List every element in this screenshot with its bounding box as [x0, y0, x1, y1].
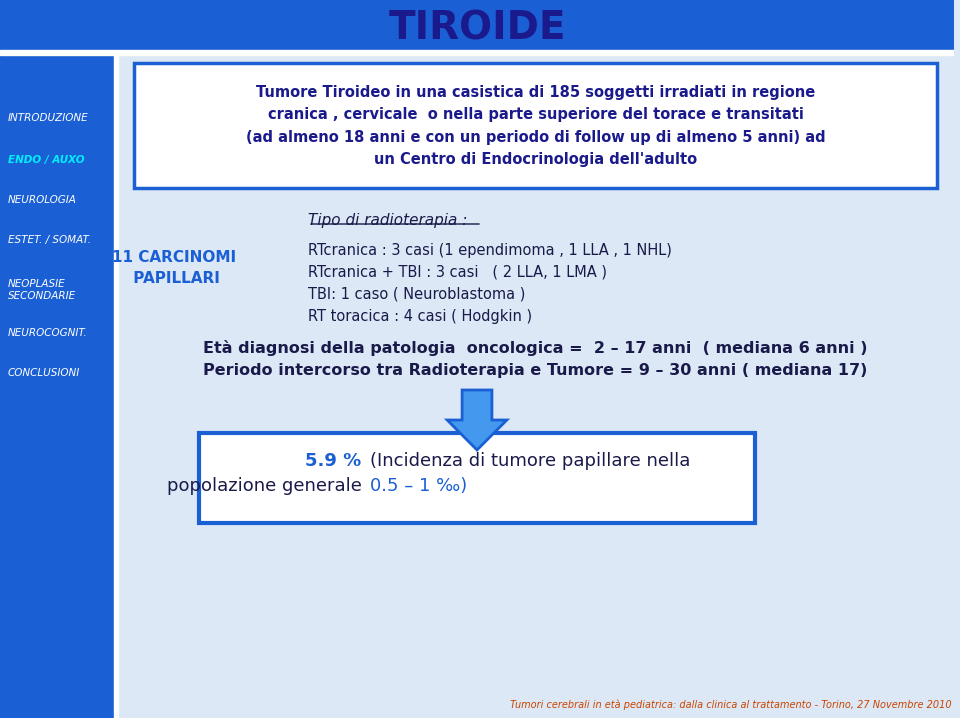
Text: ESTET. / SOMAT.: ESTET. / SOMAT. [8, 235, 91, 245]
Text: INTRODUZIONE: INTRODUZIONE [8, 113, 88, 123]
Text: NEUROCOGNIT.: NEUROCOGNIT. [8, 328, 87, 338]
Text: NEUROLOGIA: NEUROLOGIA [8, 195, 77, 205]
Text: Tumori cerebrali in età pediatrica: dalla clinica al trattamento - Torino, 27 No: Tumori cerebrali in età pediatrica: dall… [511, 699, 952, 710]
Text: (Incidenza di tumore papillare nella: (Incidenza di tumore papillare nella [370, 452, 690, 470]
Text: ENDO / AUXO: ENDO / AUXO [8, 155, 84, 165]
Polygon shape [447, 390, 507, 450]
Text: RT toracica : 4 casi ( Hodgkin ): RT toracica : 4 casi ( Hodgkin ) [308, 309, 532, 324]
Text: RTcranica : 3 casi (1 ependimoma , 1 LLA , 1 NHL): RTcranica : 3 casi (1 ependimoma , 1 LLA… [308, 243, 672, 258]
Text: 11 CARCINOMI
 PAPILLARI: 11 CARCINOMI PAPILLARI [112, 250, 236, 286]
Bar [114, 55, 118, 718]
Bar [0, 0, 954, 50]
Bar [118, 55, 954, 718]
Text: RTcranica + TBI : 3 casi   ( 2 LLA, 1 LMA ): RTcranica + TBI : 3 casi ( 2 LLA, 1 LMA … [308, 264, 607, 279]
Text: TIROIDE: TIROIDE [388, 9, 565, 47]
Text: TBI: 1 caso ( Neuroblastoma ): TBI: 1 caso ( Neuroblastoma ) [308, 286, 525, 302]
Text: 5.9 %: 5.9 % [305, 452, 368, 470]
Text: 0.5 – 1 ‰): 0.5 – 1 ‰) [370, 477, 467, 495]
Bar [0, 55, 114, 718]
Text: popolazione generale: popolazione generale [167, 477, 368, 495]
Text: Tipo di radioterapia :: Tipo di radioterapia : [308, 213, 468, 228]
Text: Tumore Tiroideo in una casistica di 185 soggetti irradiati in regione
cranica , : Tumore Tiroideo in una casistica di 185 … [246, 85, 826, 167]
FancyBboxPatch shape [134, 63, 937, 188]
Bar [0, 50, 954, 55]
Text: CONCLUSIONI: CONCLUSIONI [8, 368, 81, 378]
Text: Età diagnosi della patologia  oncologica =  2 – 17 anni  ( mediana 6 anni ): Età diagnosi della patologia oncologica … [204, 340, 868, 356]
FancyBboxPatch shape [199, 433, 756, 523]
Text: Periodo intercorso tra Radioterapia e Tumore = 9 – 30 anni ( mediana 17): Periodo intercorso tra Radioterapia e Tu… [204, 363, 868, 378]
Text: NEOPLASIE
SECONDARIE: NEOPLASIE SECONDARIE [8, 279, 76, 301]
